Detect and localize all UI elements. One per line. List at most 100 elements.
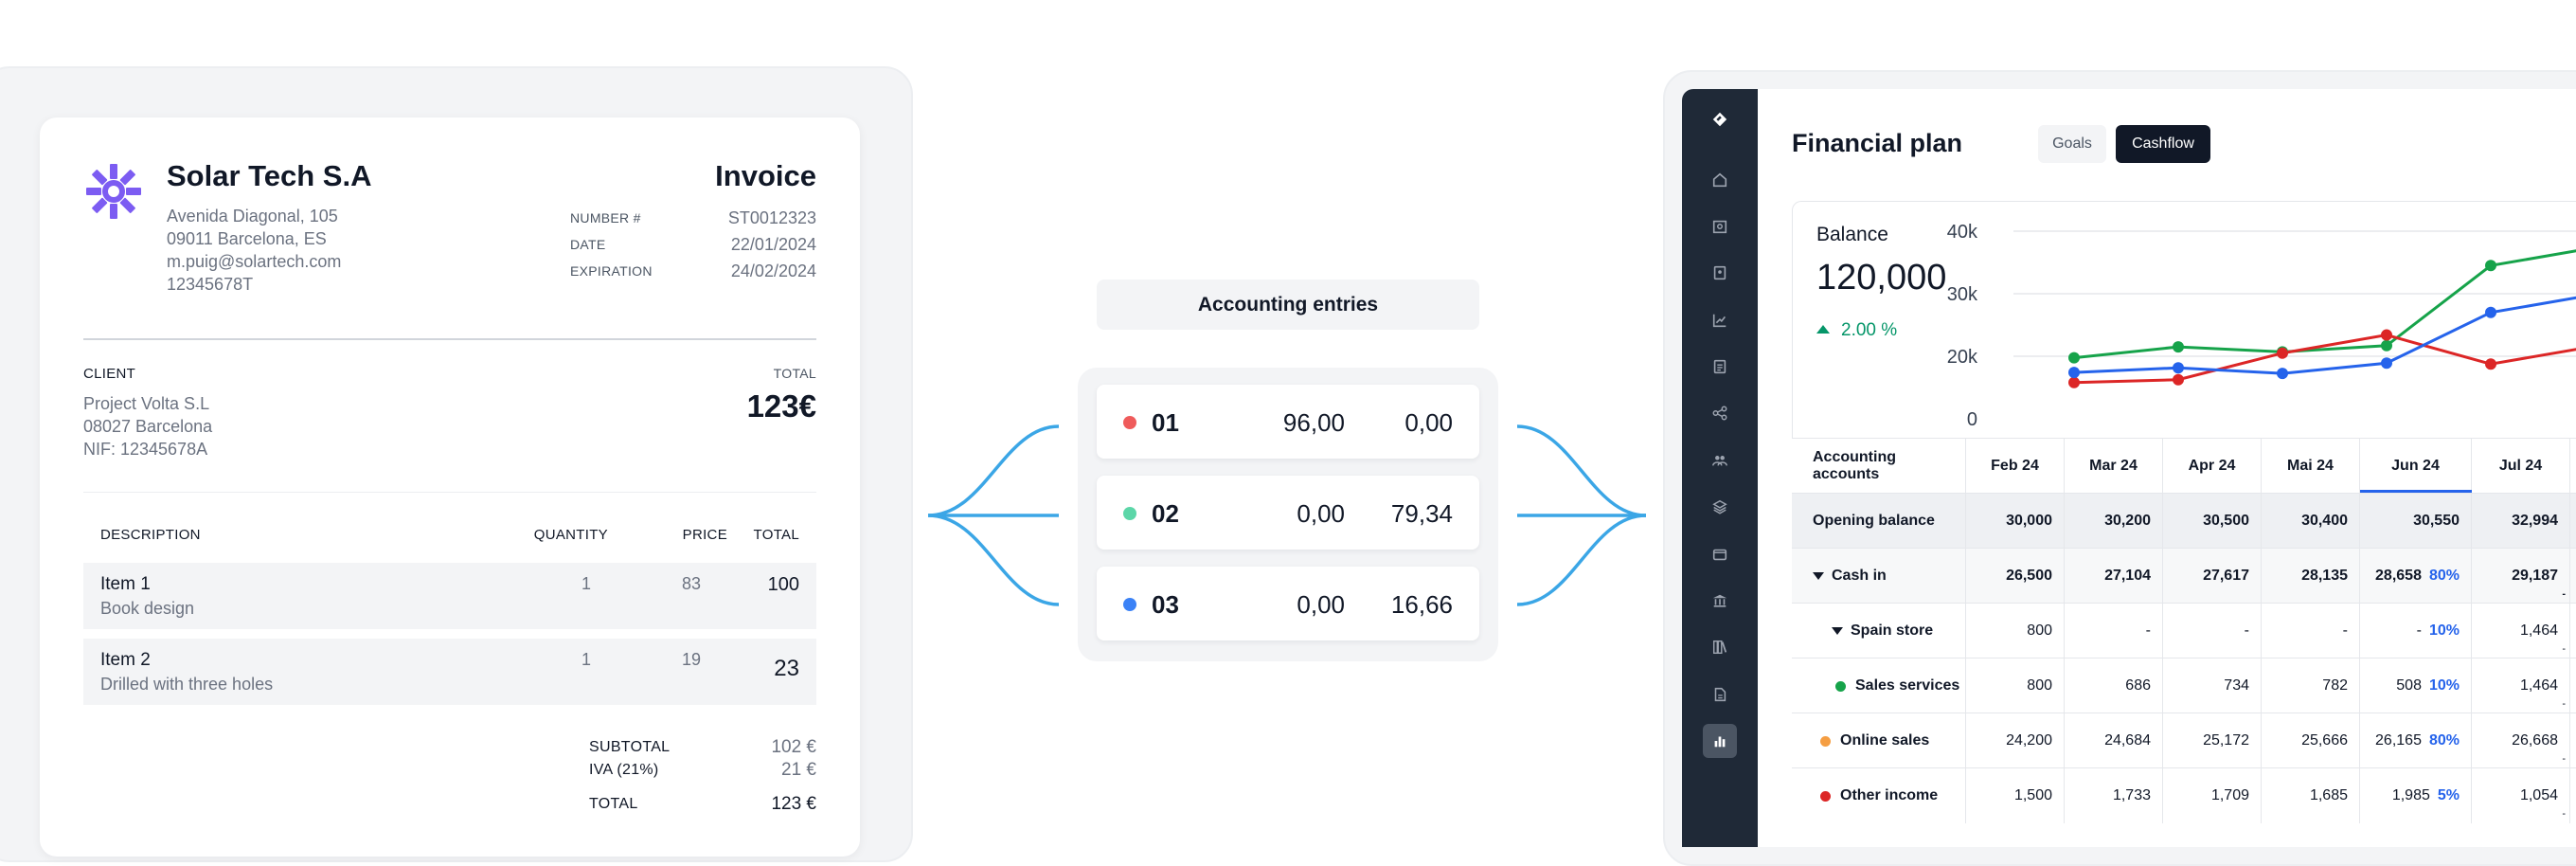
list-item[interactable]: 02 0,00 79,34 (1097, 476, 1479, 550)
entry-debit: 0,00 (1297, 590, 1345, 619)
table-row[interactable]: Sales services 800 686 734 782 508 10% 1,464- (1792, 658, 2576, 713)
column-header-month[interactable]: Apr 24 (2163, 439, 2262, 494)
entry-status-dot (1123, 507, 1136, 520)
cell-value: 29,187 (2512, 568, 2558, 584)
accounting-entries-header: Accounting entries (1097, 280, 1479, 330)
tax-label: IVA (21%) (589, 762, 659, 778)
table-cell: - (2163, 604, 2262, 659)
chevron-down-icon[interactable] (1832, 627, 1843, 635)
row-label: Spain store (1792, 604, 1966, 659)
list-item[interactable]: 03 0,00 16,66 (1097, 567, 1479, 640)
cell-value: 1,464 (2519, 622, 2558, 639)
cell-value: 1,685 (2309, 787, 2348, 803)
table-cell: 26,668- (2472, 713, 2570, 768)
percentage-value: 80% (2428, 732, 2460, 749)
meta-row-expiration: EXPIRATION 24/02/2024 (570, 258, 816, 284)
table-cell: 28,658 80% (2360, 549, 2472, 604)
solar-tech-logo-icon (86, 164, 141, 219)
file-icon[interactable] (1708, 683, 1731, 706)
books-icon[interactable] (1708, 636, 1731, 659)
meta-row-number: NUMBER # ST0012323 (570, 205, 816, 231)
cell-value: 25,666 (2301, 732, 2348, 749)
logo-icon[interactable] (1708, 108, 1731, 131)
data-point[interactable] (2173, 362, 2184, 374)
table-row[interactable]: Opening balance 30,000 30,200 30,500 30,400 3… (1792, 493, 2576, 549)
item-total: 23 (774, 656, 799, 681)
data-point[interactable] (2485, 358, 2496, 370)
percentage-value: 80% (2428, 568, 2460, 584)
team-icon[interactable] (1708, 449, 1731, 472)
entry-credit: 0,00 (1404, 408, 1453, 437)
column-header-month[interactable]: Jul 24 (2472, 439, 2570, 494)
chevron-down-icon[interactable] (1813, 572, 1824, 580)
data-point[interactable] (2277, 347, 2288, 359)
list-item[interactable]: 01 96,00 0,00 (1097, 385, 1479, 459)
row-label-text: Opening balance (1813, 513, 1935, 529)
column-header-month[interactable]: Mai 24 (2262, 439, 2360, 494)
balance-change: 2.00 % (1816, 320, 1897, 341)
data-point[interactable] (2381, 339, 2392, 352)
table-row[interactable]: Cash in 26,500 27,104 27,617 28,135 28,658 80%… (1792, 548, 2576, 604)
entry-credit: 79,34 (1390, 499, 1453, 528)
data-point[interactable] (2381, 357, 2392, 370)
table-cell: - (2262, 604, 2360, 659)
bar-chart-icon[interactable] (1703, 724, 1737, 758)
data-point[interactable] (2485, 306, 2496, 318)
cell-value: 28,135 (2301, 568, 2348, 584)
table-cell: 26,165 80% (2360, 713, 2472, 768)
data-point[interactable] (2173, 341, 2184, 353)
y-tick-label: 20k (1947, 347, 1978, 368)
cell-value: 800 (2027, 622, 2052, 639)
series-line (2073, 334, 2576, 385)
table-row[interactable]: Online sales 24,200 24,684 25,172 25,666 26,1… (1792, 713, 2576, 768)
entry-code: 02 (1152, 499, 1179, 528)
trend-chart-icon[interactable] (1708, 309, 1731, 332)
row-label: Opening balance (1792, 494, 1966, 549)
document-icon[interactable] (1708, 262, 1731, 284)
institution-icon[interactable] (1708, 589, 1731, 612)
data-point[interactable] (2277, 368, 2288, 380)
column-header-month[interactable]: Jun 24 (2360, 439, 2472, 494)
table-row: Item 1 Book design 1 83 100 (83, 563, 816, 629)
home-icon[interactable] (1708, 169, 1731, 191)
table-row[interactable]: Other income 1,500 1,733 1,709 1,685 1,985 5% 1… (1792, 767, 2576, 823)
table-cell: 25,666 (2262, 713, 2360, 768)
category-dot (1835, 680, 1846, 692)
cell-value: 30,400 (2301, 513, 2348, 529)
row-label: Online sales (1792, 713, 1966, 768)
series-line (2073, 249, 2576, 360)
cell-value: 28,658 (2375, 568, 2422, 584)
grand-total-value: 123 € (771, 794, 816, 814)
data-point[interactable] (2068, 352, 2080, 364)
client-nif: NIF: 12345678A (83, 440, 208, 459)
table-header-row: Accounting accounts Feb 24 Mar 24 Apr 24 Mai… (1792, 438, 2576, 494)
item-quantity: 1 (581, 574, 591, 593)
data-point[interactable] (2485, 260, 2496, 272)
row-label-text: Sales services (1855, 677, 1960, 694)
table-cell: 28,135 (2262, 549, 2360, 604)
tab-cashflow[interactable]: Cashflow (2116, 125, 2210, 163)
tab-goals[interactable]: Goals (2038, 125, 2106, 163)
column-header-month[interactable]: Feb 24 (1966, 439, 2065, 494)
item-name: Item 2 (100, 650, 151, 670)
item-total: 100 (767, 574, 799, 595)
data-point[interactable] (2068, 376, 2080, 388)
data-point[interactable] (2381, 329, 2392, 341)
column-header-month[interactable]: Mar 24 (2065, 439, 2163, 494)
entry-code: 03 (1152, 590, 1179, 619)
entry-status-dot (1123, 416, 1136, 429)
layers-icon[interactable] (1708, 496, 1731, 518)
cell-value: 1,500 (2013, 787, 2052, 803)
wallet-icon[interactable] (1708, 543, 1731, 566)
share-icon[interactable] (1708, 402, 1731, 424)
report-icon[interactable] (1708, 355, 1731, 378)
table-row[interactable]: Spain store 800- - - -10% 1,464- (1792, 603, 2576, 659)
arrow-up-icon (1816, 325, 1830, 334)
company-address-line: Avenida Diagonal, 105 (167, 207, 338, 226)
table-cell: 27,104 (2065, 549, 2163, 604)
data-point[interactable] (2173, 373, 2184, 386)
data-point[interactable] (2068, 367, 2080, 379)
bank-icon[interactable] (1708, 215, 1731, 238)
series-line (2073, 296, 2576, 375)
subtotal-label: SUBTOTAL (589, 739, 671, 755)
